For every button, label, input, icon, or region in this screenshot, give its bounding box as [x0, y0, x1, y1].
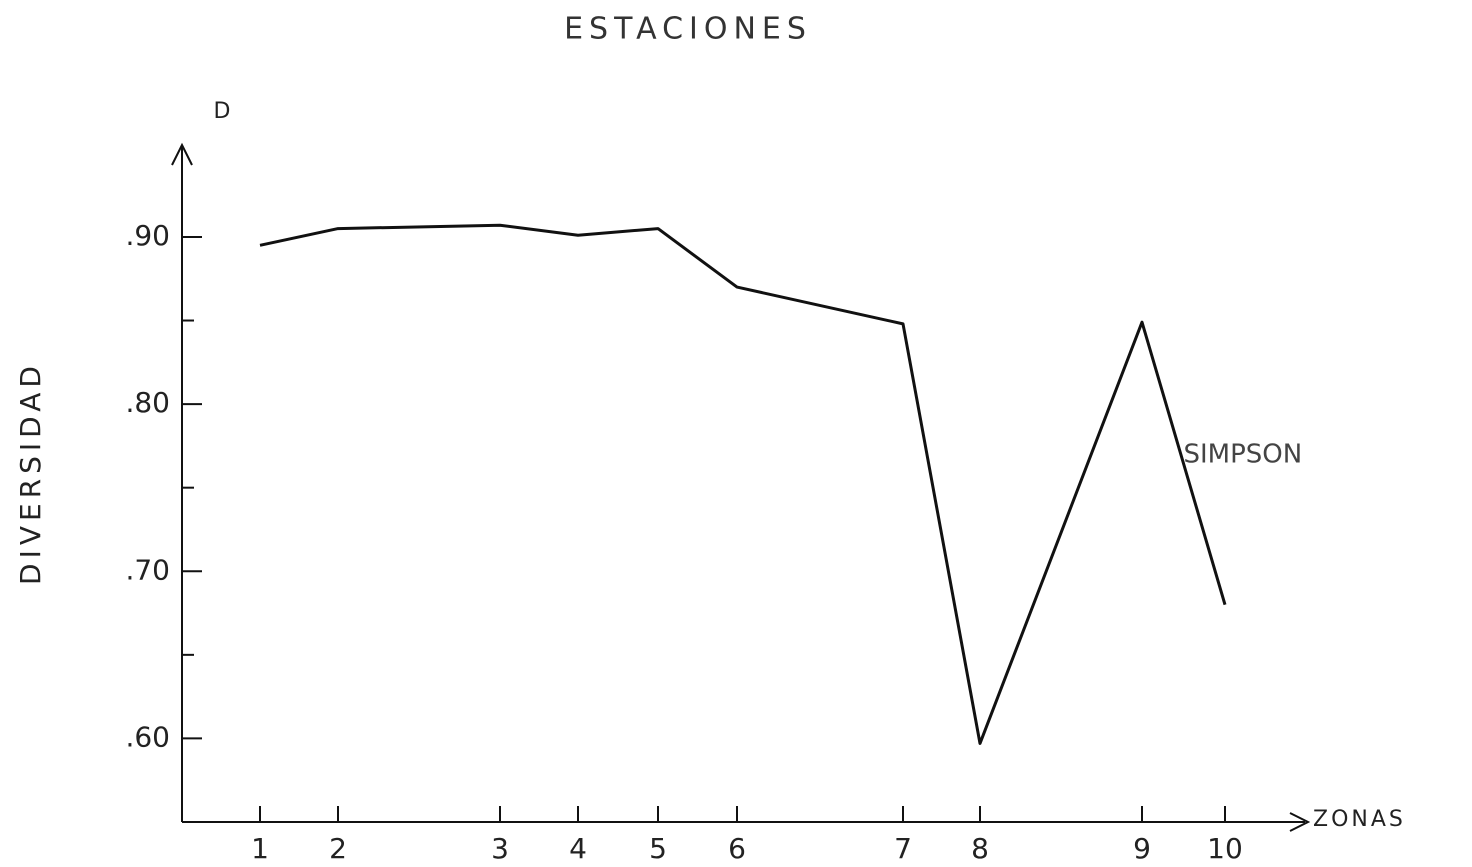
y-axis — [171, 142, 193, 822]
data-line — [259, 223, 1227, 745]
y-tick-label: .70 — [125, 553, 170, 586]
x-axis-label: ZONAS — [1313, 807, 1406, 832]
x-tick-label: 8 — [971, 832, 989, 865]
y-tick-label: .60 — [125, 720, 170, 753]
chart-title: ESTACIONES — [564, 12, 812, 47]
y-tick-label: .90 — [125, 219, 170, 252]
y-axis-name: D — [214, 99, 231, 124]
x-tick-label: 9 — [1133, 832, 1151, 865]
x-tick-label: 5 — [649, 832, 667, 865]
y-tick-label: .80 — [125, 386, 170, 419]
x-tick-label: 10 — [1207, 832, 1243, 865]
x-tick-label: 2 — [329, 832, 347, 865]
series-label: SIMPSON — [1184, 440, 1303, 470]
x-tick-label: 3 — [491, 832, 509, 865]
x-axis — [182, 812, 1311, 832]
x-tick-label: 4 — [569, 832, 587, 865]
y-axis-label: DIVERSIDAD — [14, 361, 47, 585]
x-tick-label: 6 — [728, 832, 746, 865]
x-tick-label: 7 — [894, 832, 912, 865]
x-tick-label: 1 — [251, 832, 269, 865]
